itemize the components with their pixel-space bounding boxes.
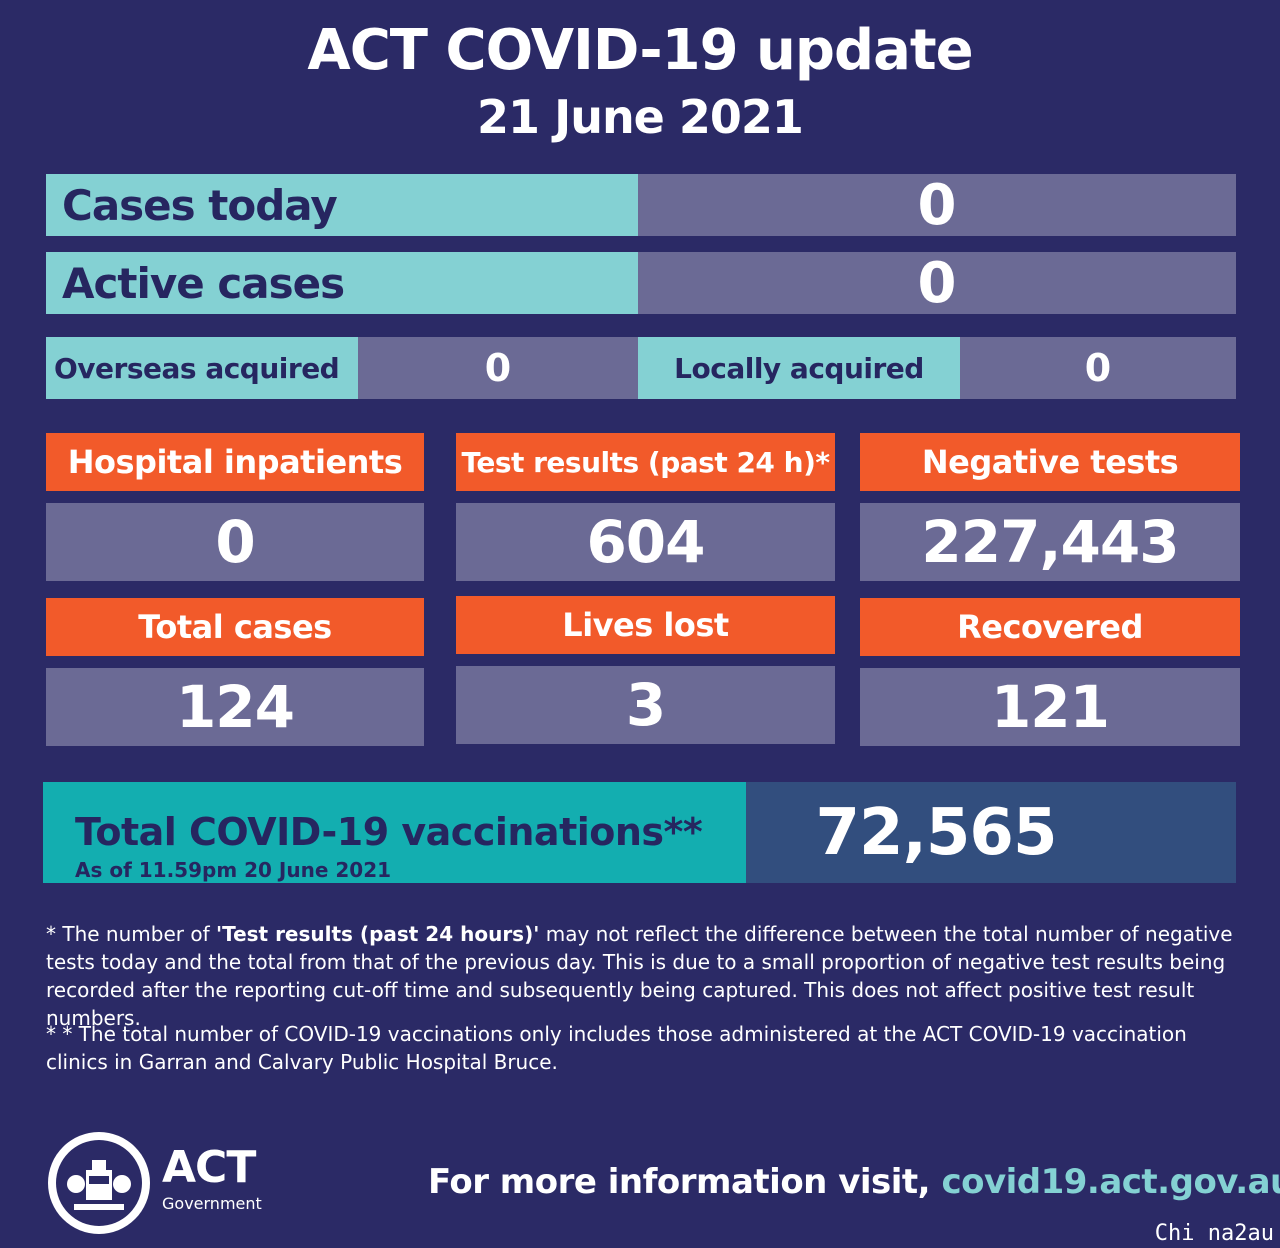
act-logo-text: ACT [162, 1142, 256, 1193]
update-date: 21 June 2021 [477, 90, 804, 144]
footnote-1-rest: may not reflect the difference between t… [46, 922, 1233, 1030]
vaccinations-value-panel: 72,565 [746, 782, 1236, 883]
vaccinations-date: As of 11.59pm 20 June 2021 [75, 858, 392, 882]
locally-acquired-value: 0 [960, 337, 1236, 399]
page-title: ACT COVID-19 update [307, 18, 973, 83]
more-info-text: For more information visit, covid19.act.… [428, 1162, 1280, 1202]
vaccinations-panel: Total COVID-19 vaccinations** As of 11.5… [43, 782, 746, 883]
negative-tests-value: 227,443 [860, 503, 1240, 581]
footnote-test-results: * The number of 'Test results (past 24 h… [46, 920, 1236, 1032]
locally-acquired-label: Locally acquired [638, 337, 960, 399]
vaccinations-label: Total COVID-19 vaccinations** [75, 810, 703, 854]
test-results-value: 604 [456, 503, 835, 581]
vaccinations-value: 72,565 [815, 795, 1058, 870]
recovered-value: 121 [860, 668, 1240, 746]
lives-lost-value: 3 [456, 666, 835, 744]
lives-lost-label: Lives lost [456, 596, 835, 654]
active-cases-value: 0 [638, 251, 1236, 316]
overseas-acquired-value: 0 [358, 337, 638, 399]
more-info-prefix: For more information visit, [428, 1162, 942, 1202]
cases-today-label: Cases today [46, 174, 638, 236]
overseas-acquired-label: Overseas acquired [46, 337, 358, 399]
recovered-label: Recovered [860, 598, 1240, 656]
negative-tests-label: Negative tests [860, 433, 1240, 491]
watermark: Chi na2au [1154, 1221, 1274, 1246]
footnote-1-bold: 'Test results (past 24 hours)' [215, 922, 540, 946]
hospital-inpatients-value: 0 [46, 503, 424, 581]
total-cases-value: 124 [46, 668, 424, 746]
active-cases-label: Active cases [46, 252, 638, 314]
test-results-label: Test results (past 24 h)* [456, 433, 835, 491]
hospital-inpatients-label: Hospital inpatients [46, 433, 424, 491]
cases-today-value: 0 [638, 173, 1236, 238]
more-info-link[interactable]: covid19.act.gov.au [941, 1162, 1280, 1202]
footnote-vaccinations: * * The total number of COVID-19 vaccina… [46, 1022, 1187, 1074]
act-logo-subtext: Government [162, 1194, 262, 1213]
total-cases-label: Total cases [46, 598, 424, 656]
act-coat-of-arms-icon [48, 1132, 150, 1234]
footnote-1-prefix: * The number of [46, 922, 216, 946]
